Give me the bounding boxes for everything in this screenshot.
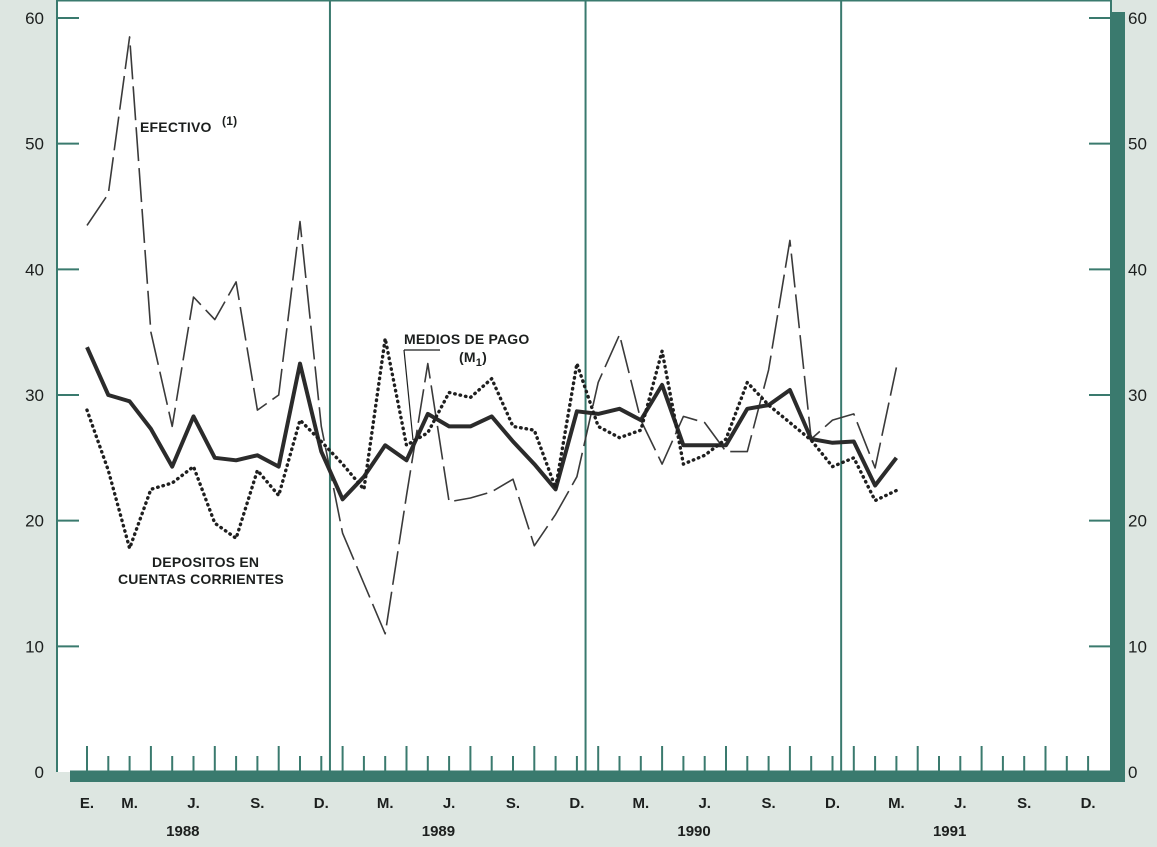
year-label: 1991: [933, 823, 966, 840]
label-medios-line1: MEDIOS DE PAGO: [404, 331, 529, 347]
x-tick-label: J.: [443, 795, 456, 812]
label-depositos-line1: DEPOSITOS EN: [152, 554, 259, 570]
x-tick-label: D.: [1081, 795, 1096, 812]
series-lines: [85, 36, 899, 635]
x-tick-label: M.: [121, 795, 138, 812]
label-efectivo-text: EFECTIVO: [140, 119, 212, 135]
y-tick-label-right: 60: [1128, 9, 1147, 28]
y-tick-label-left: 60: [25, 9, 44, 28]
year-label: 1989: [422, 823, 455, 840]
y-tick-label-right: 10: [1128, 637, 1147, 656]
x-tick-label: D.: [569, 795, 584, 812]
x-tick-label: S.: [762, 795, 776, 812]
label-medios-line2-open: (M1): [459, 349, 487, 369]
x-tick-label: D.: [825, 795, 840, 812]
x-tick-label: M.: [377, 795, 394, 812]
y-tick-label-left: 20: [25, 512, 44, 531]
y-tick-label-right: 40: [1128, 260, 1147, 279]
x-tick-label: M.: [632, 795, 649, 812]
label-depositos-line2: CUENTAS CORRIENTES: [118, 571, 284, 587]
x-tick-label: S.: [250, 795, 264, 812]
series-line-depositos: [85, 336, 899, 550]
label-medios-sub: 1: [476, 357, 482, 369]
year-label: 1990: [677, 823, 710, 840]
series-line-medios-de-pago: [85, 346, 898, 502]
y-tick-label-right: 0: [1128, 763, 1137, 782]
y-tick-label-right: 30: [1128, 386, 1147, 405]
x-tick-label: E.: [80, 795, 94, 812]
y-tick-label-left: 40: [25, 260, 44, 279]
label-medios-close: ): [482, 349, 487, 365]
label-medios-de-pago: MEDIOS DE PAGO (M1): [403, 331, 529, 441]
y-tick-label-left: 50: [25, 135, 44, 154]
x-tick-label: S.: [506, 795, 520, 812]
label-efectivo: EFECTIVO (1): [140, 114, 237, 135]
y-tick-label-left: 0: [35, 763, 44, 782]
plot-shadow-right: [1111, 12, 1125, 782]
label-efectivo-note: (1): [222, 114, 237, 128]
x-tick-label: J.: [954, 795, 967, 812]
y-tick-label-left: 10: [25, 637, 44, 656]
label-depositos: DEPOSITOS EN CUENTAS CORRIENTES: [118, 554, 284, 587]
x-tick-label: D.: [314, 795, 329, 812]
label-medios-leader-drop: [403, 349, 414, 441]
x-tick-label: S.: [1017, 795, 1031, 812]
y-tick-label-right: 20: [1128, 512, 1147, 531]
year-label: 1988: [166, 823, 199, 840]
axes-ticks: 0 0 10 10 20 20 30 30 40 40 50 50 60 60 E. M. J. S. D. M. J.…: [25, 9, 1147, 840]
y-tick-label-right: 50: [1128, 135, 1147, 154]
plot-shadow-bottom: [70, 772, 1125, 782]
x-tick-label: J.: [187, 795, 200, 812]
x-tick-label: J.: [698, 795, 711, 812]
x-tick-label: M.: [888, 795, 905, 812]
label-medios-open: (M: [459, 349, 476, 365]
y-tick-label-left: 30: [25, 386, 44, 405]
